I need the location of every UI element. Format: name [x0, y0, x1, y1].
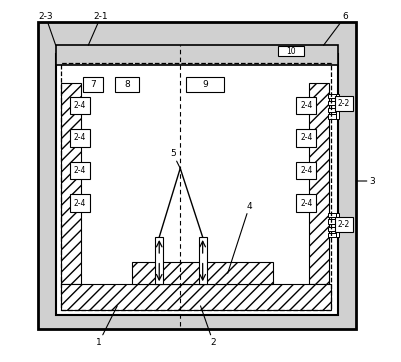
Bar [328, 213, 336, 217]
Text: 3: 3 [356, 177, 375, 185]
Bar [296, 97, 316, 114]
Bar [336, 213, 339, 237]
Text: 10: 10 [287, 47, 296, 55]
Bar [155, 237, 163, 284]
Bar [115, 77, 139, 92]
Bar [38, 22, 356, 329]
Text: 2-2: 2-2 [338, 99, 350, 108]
Text: 2-4: 2-4 [74, 134, 86, 142]
Bar [336, 94, 339, 119]
Text: 2-1: 2-1 [88, 12, 108, 45]
Bar [328, 227, 336, 231]
Text: 8: 8 [124, 80, 130, 89]
Bar [70, 194, 90, 212]
Bar [70, 97, 90, 114]
Bar [328, 101, 336, 105]
Bar [56, 45, 338, 65]
Text: 2-4: 2-4 [300, 134, 312, 142]
Text: 4: 4 [228, 202, 252, 273]
Text: 2-4: 2-4 [74, 199, 86, 207]
Text: 2-4: 2-4 [300, 166, 312, 175]
Bar [328, 114, 336, 119]
Bar [56, 54, 338, 315]
Text: 2-2: 2-2 [338, 220, 350, 229]
Bar [132, 262, 273, 284]
Bar [328, 219, 336, 224]
Bar [61, 83, 81, 284]
Bar [328, 94, 336, 98]
Bar [309, 83, 329, 284]
Bar [198, 237, 207, 284]
Text: 2-3: 2-3 [38, 12, 56, 45]
Text: 2-4: 2-4 [74, 101, 86, 110]
Bar [335, 217, 352, 232]
Text: 2: 2 [200, 306, 216, 346]
Bar [70, 129, 90, 147]
Bar [83, 77, 103, 92]
Bar [296, 162, 316, 179]
Text: 7: 7 [90, 80, 96, 89]
Bar [328, 233, 336, 237]
Text: 2-4: 2-4 [300, 101, 312, 110]
Bar [61, 284, 331, 310]
Text: 2-4: 2-4 [300, 199, 312, 207]
Bar [296, 129, 316, 147]
Bar [335, 96, 352, 111]
Text: 6: 6 [324, 12, 348, 45]
Bar [278, 46, 304, 56]
Text: 5: 5 [170, 150, 180, 168]
Bar [70, 162, 90, 179]
Text: 1: 1 [96, 306, 117, 346]
Bar [328, 108, 336, 112]
Bar [296, 194, 316, 212]
Text: 2-4: 2-4 [74, 166, 86, 175]
Bar [61, 63, 331, 310]
Text: 9: 9 [202, 80, 208, 89]
Bar [186, 77, 224, 92]
